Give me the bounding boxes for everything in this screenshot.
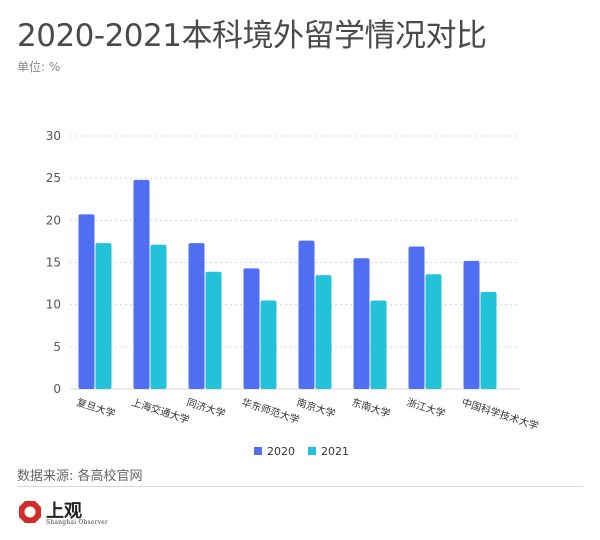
x-tick-label: 复旦大学 [75, 395, 117, 420]
unit-label: 单位: % [17, 60, 61, 74]
bar-2021 [95, 243, 112, 389]
y-tick-label: 0 [53, 382, 61, 396]
bar-2020 [463, 260, 480, 389]
logo-subtext: Shanghai Observer [46, 519, 108, 526]
logo-text: 上观 [46, 501, 82, 522]
legend-swatch [254, 447, 262, 455]
legend-swatch [308, 447, 316, 455]
bar-2021 [480, 292, 497, 389]
bar-2020 [353, 258, 370, 389]
y-tick-label: 10 [46, 298, 61, 312]
x-tick-label: 上海交通大学 [130, 395, 191, 426]
bar-2021 [205, 271, 222, 389]
legend-label: 2021 [321, 445, 349, 458]
y-tick-label: 5 [53, 340, 61, 354]
source-note: 数据来源: 各高校官网 [17, 469, 143, 484]
bar-2021 [425, 274, 442, 389]
x-tick-label: 浙江大学 [405, 395, 447, 420]
bar-2021 [260, 300, 277, 389]
y-tick-label: 30 [46, 129, 61, 143]
y-tick-label: 20 [46, 213, 61, 227]
bar-2021 [315, 275, 332, 389]
x-tick-label: 东南大学 [350, 395, 392, 420]
x-tick-label: 南京大学 [295, 395, 337, 420]
y-tick-label: 25 [46, 171, 61, 185]
bar-2020 [243, 268, 260, 389]
x-tick-label: 中国科学技术大学 [460, 395, 540, 432]
bar-2020 [133, 179, 150, 389]
chart-title: 2020-2021本科境外留学情况对比 [17, 18, 487, 54]
logo-mark-icon [19, 501, 41, 523]
legend-label: 2020 [267, 445, 295, 458]
bar-2020 [78, 214, 95, 389]
bar-2020 [188, 243, 205, 389]
bar-2021 [370, 300, 387, 389]
bar-2020 [408, 246, 425, 389]
bar-2020 [298, 240, 315, 389]
x-tick-label: 华东师范大学 [240, 395, 301, 426]
logo: 上观 Shanghai Observer [18, 496, 108, 530]
y-tick-label: 15 [46, 256, 61, 270]
bar-2021 [150, 244, 167, 389]
x-tick-label: 同济大学 [185, 395, 227, 420]
footer-divider [17, 486, 583, 487]
